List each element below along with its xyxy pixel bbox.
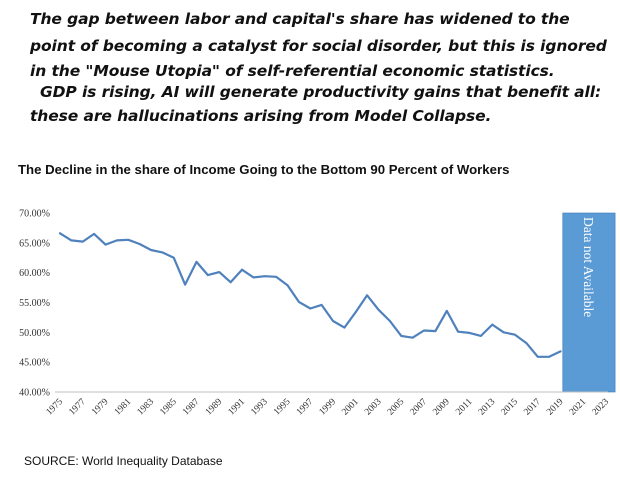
headline-line: these are hallucinations arising from Mo… <box>30 107 492 125</box>
data-point <box>184 283 187 286</box>
y-tick-label: 70.00% <box>19 209 50 220</box>
data-point <box>81 240 84 243</box>
data-point <box>377 308 380 311</box>
x-tick-label: 1987 <box>181 397 202 418</box>
data-point <box>93 232 96 235</box>
data-point <box>479 335 482 337</box>
data-point <box>263 275 266 278</box>
x-tick-label: 1993 <box>249 397 270 418</box>
x-tick-label: 2007 <box>409 397 430 418</box>
data-point <box>491 323 494 326</box>
x-tick-label: 2019 <box>545 397 566 418</box>
headline-line: in the "Mouse Utopia" of self-referentia… <box>30 62 555 80</box>
data-point <box>297 301 300 303</box>
data-point <box>514 333 516 336</box>
x-tick-label: 1989 <box>204 397 225 418</box>
y-tick-label: 40.00% <box>19 388 50 399</box>
data-point <box>309 307 312 310</box>
data-point <box>366 294 369 297</box>
data-point <box>343 326 346 329</box>
data-point <box>241 268 243 271</box>
y-tick-label: 60.00% <box>19 268 50 279</box>
data-point <box>548 355 551 358</box>
x-tick-label: 2003 <box>363 397 384 418</box>
data-point <box>457 330 460 333</box>
data-point <box>70 239 73 242</box>
data-point <box>206 274 209 276</box>
x-tick-label: 2011 <box>454 397 474 417</box>
data-point <box>388 320 391 322</box>
source-note: SOURCE: World Inequality Database <box>24 454 223 468</box>
x-tick-label: 1975 <box>45 397 66 418</box>
line-chart: Data not Available 70.00% 65.00% 60.00% 55.0… <box>19 209 616 418</box>
x-tick-label: 1991 <box>227 397 248 418</box>
data-point <box>195 261 198 263</box>
data-point <box>525 342 528 344</box>
x-tick-label: 2017 <box>522 397 543 418</box>
data-point <box>252 276 255 279</box>
data-point <box>286 284 289 287</box>
data-point <box>559 350 562 353</box>
data-point <box>536 355 539 358</box>
x-tick-label: 1985 <box>158 397 179 418</box>
data-point <box>150 249 152 251</box>
x-tick-label: 1979 <box>90 397 111 418</box>
x-tick-label: 1977 <box>67 397 88 418</box>
y-tick-label: 55.00% <box>19 298 50 309</box>
data-point <box>104 243 107 246</box>
x-tick-label: 1983 <box>136 397 157 418</box>
data-point <box>423 329 425 332</box>
x-tick-label: 2013 <box>477 397 498 418</box>
x-tick-label: 1997 <box>295 397 316 418</box>
data-point <box>434 330 437 333</box>
data-point <box>161 251 164 254</box>
data-point <box>127 238 130 241</box>
data-point <box>411 336 414 339</box>
data-not-available-label: Data not Available <box>581 217 596 317</box>
data-point <box>138 243 141 245</box>
data-point <box>332 320 334 322</box>
x-tick-label: 1999 <box>318 397 339 418</box>
y-tick-label: 50.00% <box>19 328 50 339</box>
headline-line: point of becoming a catalyst for social … <box>30 37 607 55</box>
chart-title: The Decline in the share of Income Going… <box>18 162 510 177</box>
y-tick-label: 45.00% <box>19 358 50 369</box>
data-point <box>172 256 175 259</box>
data-point <box>59 232 61 235</box>
y-tick-label: 65.00% <box>19 238 50 249</box>
x-tick-label: 2001 <box>340 397 361 418</box>
x-tick-label: 1981 <box>113 397 134 418</box>
data-point <box>320 303 323 306</box>
data-point <box>275 275 278 278</box>
data-point <box>354 311 357 313</box>
x-tick-label: 1995 <box>272 397 293 418</box>
x-tick-label: 2021 <box>568 397 589 418</box>
data-point <box>218 271 221 273</box>
headline-line: GDP is rising, AI will generate producti… <box>40 83 602 101</box>
headline-line: The gap between labor and capital's shar… <box>30 10 570 28</box>
x-tick-label: 2009 <box>431 397 452 418</box>
data-point <box>115 239 118 242</box>
data-point <box>400 335 403 337</box>
x-tick-label: 2023 <box>591 397 612 418</box>
series-line <box>58 232 562 358</box>
x-tick-label: 2005 <box>386 397 407 418</box>
data-point <box>229 281 232 284</box>
data-point <box>468 332 471 334</box>
data-point <box>502 331 505 334</box>
x-tick-label: 2015 <box>500 397 521 418</box>
data-point <box>445 309 448 312</box>
